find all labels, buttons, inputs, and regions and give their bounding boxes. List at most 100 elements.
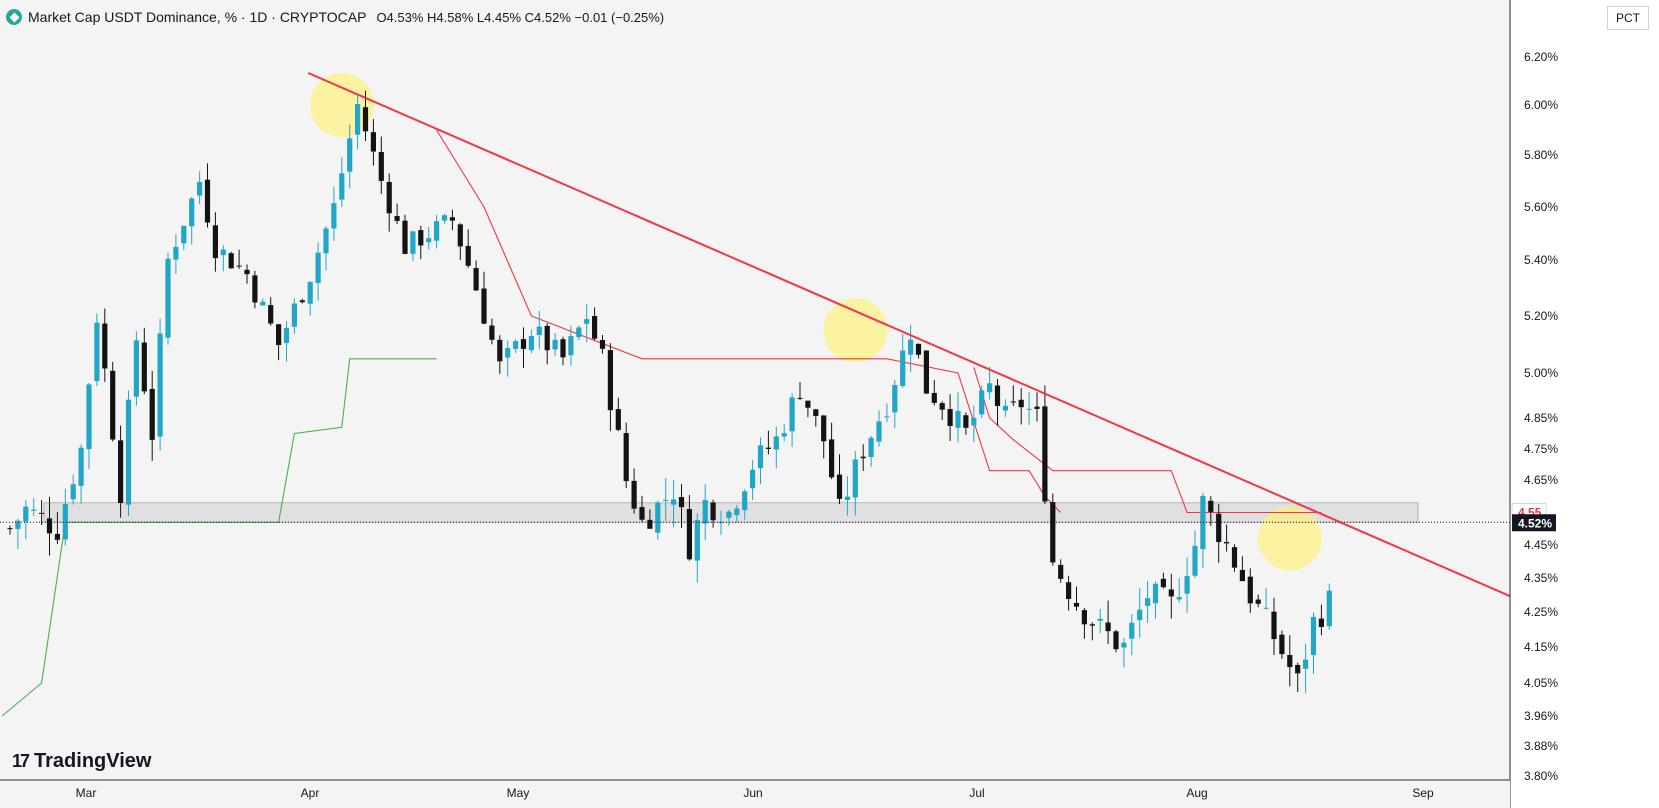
supertrend-red-line-2 (973, 367, 1322, 514)
candle-body (1208, 500, 1214, 512)
candle (402, 214, 408, 255)
candle-body (418, 230, 424, 246)
candle (457, 223, 463, 261)
x-tick-label: Jul (969, 786, 984, 800)
candle (323, 226, 329, 271)
candle-body (347, 138, 353, 172)
candle-body (307, 281, 313, 304)
y-tick-label: 4.25% (1524, 605, 1558, 619)
candle-body (955, 410, 961, 428)
candle (931, 380, 937, 406)
candle-body (378, 151, 384, 181)
candle (639, 495, 645, 522)
candle (655, 500, 661, 540)
candle-body (1271, 611, 1277, 640)
candle (971, 405, 977, 443)
candle (410, 230, 416, 262)
candle (260, 298, 266, 306)
candle-body (939, 403, 945, 410)
symbol-logo-icon[interactable] (6, 9, 22, 25)
candle (1303, 643, 1309, 694)
candle (923, 350, 929, 395)
candle-body (797, 397, 803, 399)
candle (370, 119, 376, 166)
candle-body (157, 333, 163, 437)
y-tick-label: 5.20% (1524, 309, 1558, 323)
candle-body (386, 181, 392, 214)
candle-body (149, 388, 155, 440)
candle-body (260, 301, 266, 306)
highlight-circle-3 (1257, 506, 1322, 571)
candle-body (110, 370, 116, 440)
candle-body (1184, 576, 1190, 594)
candle (1050, 493, 1056, 566)
candle (331, 186, 337, 241)
candle (536, 310, 542, 350)
candle (1263, 588, 1269, 610)
candle-body (868, 437, 874, 457)
candle-body (133, 340, 139, 397)
candle (702, 484, 708, 540)
candle (1295, 662, 1301, 693)
candle (1287, 635, 1293, 687)
candle (157, 318, 163, 451)
candle-body (1160, 578, 1166, 588)
candle (805, 400, 811, 418)
candle-body (141, 342, 147, 392)
y-tick-label: 5.00% (1524, 366, 1558, 380)
candle-body (757, 445, 764, 469)
candle-body (252, 275, 258, 303)
candle (1184, 557, 1190, 613)
candle-body (576, 327, 582, 338)
tradingview-name: TradingView (34, 750, 152, 772)
candle-body (94, 322, 100, 382)
candle-body (497, 339, 503, 362)
candle-body (892, 385, 898, 413)
chart-header: Market Cap USDT Dominance, % · 1D · CRYP… (6, 6, 664, 28)
candle-body (70, 484, 76, 500)
candle-body (1224, 541, 1230, 544)
candle (1279, 630, 1285, 659)
candle (678, 484, 685, 528)
candle (489, 318, 495, 345)
percent-scale-button[interactable]: PCT (1607, 6, 1649, 30)
candle (149, 371, 155, 461)
candle (884, 403, 890, 423)
candle-body (1050, 502, 1056, 563)
candle (663, 478, 669, 521)
candle-body (1129, 622, 1135, 639)
candle (1231, 544, 1238, 572)
candle-body (204, 179, 211, 223)
candle-body (1152, 583, 1159, 604)
y-tick-label: 5.80% (1524, 148, 1558, 162)
candle (1239, 556, 1245, 582)
candle-body (836, 474, 843, 499)
candle-body (900, 350, 906, 386)
y-tick-label: 4.65% (1524, 473, 1558, 487)
candle (915, 343, 922, 359)
candle (1192, 530, 1198, 578)
candle (1200, 492, 1206, 569)
candle-body (979, 390, 985, 415)
candle-body (102, 323, 108, 369)
candle (78, 444, 84, 504)
candle (1073, 586, 1080, 611)
candle (647, 509, 653, 529)
candle (378, 136, 384, 195)
candle-body (1018, 399, 1024, 408)
candle (23, 500, 29, 540)
candle (1152, 581, 1159, 619)
candle (576, 325, 582, 340)
candle (291, 298, 297, 334)
symbol-title[interactable]: Market Cap USDT Dominance, % · 1D · CRYP… (28, 9, 367, 25)
candle-body (710, 502, 716, 521)
y-tick-label: 6.00% (1524, 98, 1558, 112)
candle-body (536, 326, 542, 335)
candle-body (1089, 624, 1095, 626)
candle (1121, 637, 1127, 668)
candle-body (15, 520, 21, 529)
candle (568, 325, 574, 366)
candle-body (323, 228, 329, 254)
candle-body (1303, 659, 1309, 669)
